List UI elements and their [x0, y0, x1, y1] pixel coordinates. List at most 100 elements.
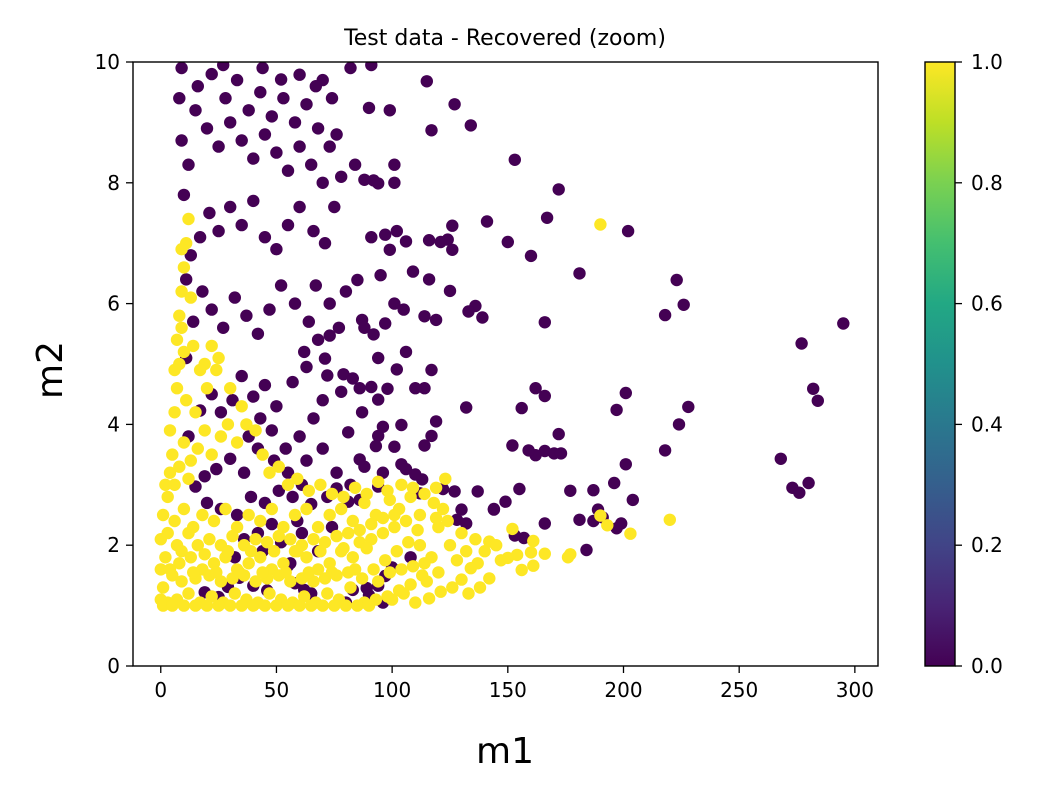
scatter-point	[274, 73, 288, 86]
colorbar-tick-label: 0.6	[971, 292, 1003, 316]
scatter-point	[406, 481, 420, 494]
scatter-point	[358, 173, 371, 186]
scatter-point	[193, 363, 207, 377]
scatter-point	[182, 158, 195, 171]
scatter-point	[323, 329, 336, 342]
scatter-point	[258, 378, 272, 392]
scatter-point	[402, 536, 415, 549]
scatter-point	[272, 529, 285, 543]
scatter-point	[432, 566, 445, 579]
scatter-point	[316, 394, 329, 407]
scatter-point	[362, 101, 376, 115]
scatter-point	[469, 533, 482, 546]
scatter-point	[235, 218, 248, 232]
scatter-point	[247, 194, 260, 208]
scatter-point	[411, 523, 424, 537]
scatter-point	[399, 235, 413, 248]
scatter-point	[175, 243, 188, 256]
scatter-point	[624, 527, 637, 540]
scatter-point	[177, 502, 191, 516]
scatter-point	[619, 458, 632, 471]
scatter-point	[360, 487, 373, 501]
scatter-point	[247, 599, 260, 612]
scatter-point	[224, 382, 237, 395]
scatter-point	[330, 529, 343, 543]
scatter-point	[672, 418, 686, 431]
scatter-point	[522, 444, 535, 457]
scatter-point	[196, 285, 209, 298]
scatter-point	[189, 599, 202, 612]
scatter-point	[307, 533, 320, 546]
scatter-point	[258, 231, 272, 244]
scatter-point	[529, 382, 542, 395]
scatter-point	[561, 551, 575, 564]
scatter-point	[335, 170, 348, 183]
scatter-point	[365, 517, 378, 531]
scatter-point	[328, 200, 341, 214]
scatter-point	[422, 273, 436, 286]
scatter-point	[175, 545, 188, 558]
scatter-point	[335, 502, 348, 516]
scatter-point	[626, 493, 639, 507]
scatter-point	[307, 412, 320, 425]
scatter-point	[434, 585, 447, 598]
scatter-point	[494, 554, 508, 567]
scatter-point	[311, 333, 325, 346]
scatter-point	[293, 68, 306, 81]
scatter-point	[353, 523, 366, 537]
scatter-point	[254, 412, 267, 425]
plot-frame	[132, 61, 879, 667]
x-axis-ticks: 0 50 100 150 200 250 300	[154, 666, 874, 702]
scatter-point	[210, 566, 223, 579]
scatter-point	[388, 508, 401, 522]
scatter-point	[154, 533, 167, 546]
scatter-point	[302, 484, 315, 497]
scatter-point	[219, 92, 232, 105]
scatter-point	[156, 599, 170, 612]
scatter-point	[318, 237, 332, 250]
scatter-point	[230, 508, 244, 522]
scatter-point	[390, 363, 403, 376]
scatter-point	[300, 502, 313, 516]
scatter-point	[455, 573, 468, 586]
scatter-point	[462, 305, 475, 318]
scatter-point	[418, 487, 431, 501]
scatter-point	[379, 554, 392, 567]
scatter-point	[429, 481, 443, 494]
scatter-point	[173, 460, 186, 473]
scatter-point	[281, 478, 295, 491]
scatter-point	[802, 476, 815, 490]
scatter-point	[309, 279, 322, 292]
scatter-point	[513, 482, 526, 496]
scatter-point	[212, 599, 225, 612]
scatter-point	[429, 511, 443, 525]
scatter-point	[367, 563, 380, 576]
scatter-point	[483, 572, 496, 585]
scatter-point	[205, 339, 218, 353]
scatter-point	[175, 134, 188, 147]
scatter-point	[682, 400, 695, 414]
scatter-point	[436, 502, 450, 516]
scatter-point	[233, 566, 246, 579]
colorbar-tick-label: 0.4	[971, 412, 1003, 436]
scatter-point	[307, 224, 320, 238]
scatter-point	[587, 484, 600, 497]
scatter-point	[443, 539, 457, 552]
scatter-point	[263, 303, 276, 316]
scatter-point	[376, 526, 390, 540]
scatter-point	[311, 122, 325, 135]
scatter-point	[212, 351, 225, 365]
scatter-point	[446, 219, 459, 232]
y-tick-label: 10	[95, 50, 120, 74]
scatter-point	[272, 484, 285, 497]
scatter-point	[230, 436, 244, 449]
scatter-point	[182, 526, 195, 540]
scatter-point	[383, 566, 396, 579]
scatter-point	[473, 581, 487, 594]
scatter-point	[258, 128, 272, 141]
scatter-point	[670, 273, 683, 287]
colorbar	[924, 61, 956, 667]
x-tick-label: 0	[154, 678, 167, 702]
scatter-point	[249, 424, 262, 437]
y-tick-label: 4	[107, 412, 120, 436]
